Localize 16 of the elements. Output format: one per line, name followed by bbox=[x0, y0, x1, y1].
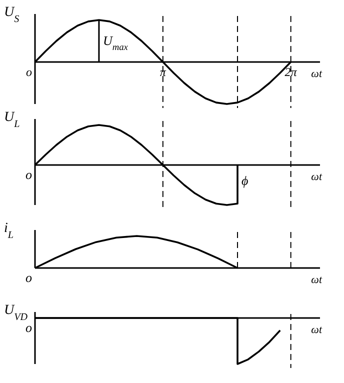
annotation: o bbox=[26, 167, 32, 182]
x-tick-label: 2π bbox=[284, 65, 298, 79]
x-tick-label: π bbox=[160, 65, 167, 79]
annotation: U$_{max}$ bbox=[102, 33, 129, 53]
x-tick-label: o bbox=[26, 65, 32, 79]
annotation: o bbox=[26, 270, 32, 285]
y-axis-title: i$_{L}$ bbox=[4, 221, 14, 240]
annotation: o bbox=[26, 320, 32, 335]
x-axis-title: ωt bbox=[311, 68, 323, 80]
y-axis-title: U$_{S}$ bbox=[4, 5, 20, 24]
y-axis-title: U$_{L}$ bbox=[4, 110, 20, 130]
x-axis-title: ωt bbox=[311, 274, 323, 286]
x-axis-title: ωt bbox=[311, 324, 323, 336]
x-axis-title: ωt bbox=[311, 171, 323, 183]
annotation: ϕ bbox=[242, 173, 249, 188]
y-axis-title: U$_{VD}$ bbox=[4, 303, 28, 322]
